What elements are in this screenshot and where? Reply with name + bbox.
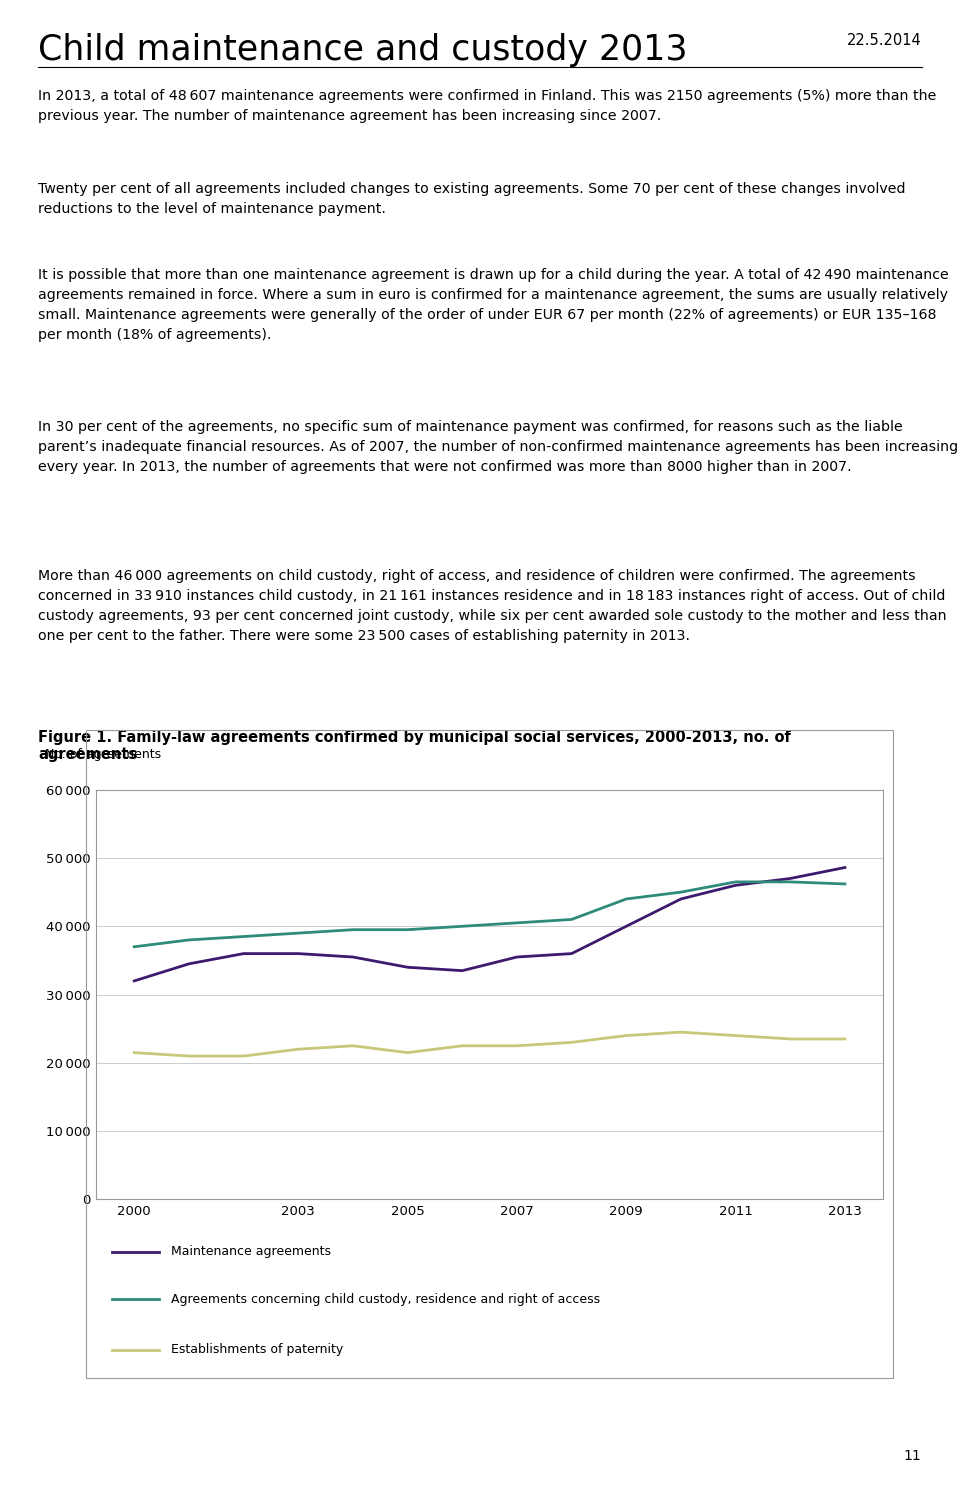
Text: Maintenance agreements: Maintenance agreements xyxy=(171,1246,331,1258)
Text: Figure 1. Family-law agreements confirmed by municipal social services, 2000-201: Figure 1. Family-law agreements confirme… xyxy=(38,730,791,763)
Text: Agreements concerning child custody, residence and right of access: Agreements concerning child custody, res… xyxy=(171,1293,600,1305)
Text: No. of agreements: No. of agreements xyxy=(45,748,161,761)
Text: More than 46 000 agreements on child custody, right of access, and residence of : More than 46 000 agreements on child cus… xyxy=(38,569,947,644)
Text: 22.5.2014: 22.5.2014 xyxy=(847,33,922,48)
Text: 11: 11 xyxy=(904,1450,922,1463)
Text: In 2013, a total of 48 607 maintenance agreements were confirmed in Finland. Thi: In 2013, a total of 48 607 maintenance a… xyxy=(38,89,937,124)
Text: Twenty per cent of all agreements included changes to existing agreements. Some : Twenty per cent of all agreements includ… xyxy=(38,182,906,216)
Text: In 30 per cent of the agreements, no specific sum of maintenance payment was con: In 30 per cent of the agreements, no spe… xyxy=(38,420,958,474)
Text: It is possible that more than one maintenance agreement is drawn up for a child : It is possible that more than one mainte… xyxy=(38,268,949,343)
Text: Child maintenance and custody 2013: Child maintenance and custody 2013 xyxy=(38,33,688,67)
Text: Establishments of paternity: Establishments of paternity xyxy=(171,1344,343,1356)
